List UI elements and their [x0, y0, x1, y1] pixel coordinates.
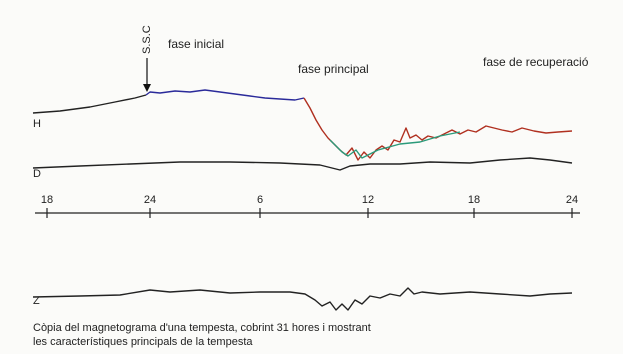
trace-label: D: [33, 168, 41, 180]
phase-label: fase de recuperació: [483, 55, 589, 69]
trace-label: Z: [33, 295, 40, 307]
trace-label: H: [33, 118, 41, 130]
caption: Còpia del magnetograma d'una tempesta, c…: [33, 322, 371, 334]
phase-label: fase principal: [298, 62, 369, 76]
ssc-arrowhead: [143, 84, 151, 92]
ssc-label: S.S.C: [141, 25, 153, 54]
h-trace-initial: [145, 89, 305, 101]
time-label: 6: [257, 194, 263, 206]
time-ticks: [46, 208, 573, 218]
phase-label: fase inicial: [168, 37, 224, 51]
z-trace: [32, 287, 573, 311]
d-trace: [32, 157, 573, 171]
time-label: 24: [566, 194, 578, 206]
time-label: 12: [362, 194, 374, 206]
time-label: 24: [144, 194, 156, 206]
h-trace-quiet: [32, 94, 147, 114]
caption: les característiques principals de la te…: [33, 336, 253, 348]
time-label: 18: [41, 194, 53, 206]
time-label: 18: [468, 194, 480, 206]
h-trace-overlay: [329, 131, 461, 159]
